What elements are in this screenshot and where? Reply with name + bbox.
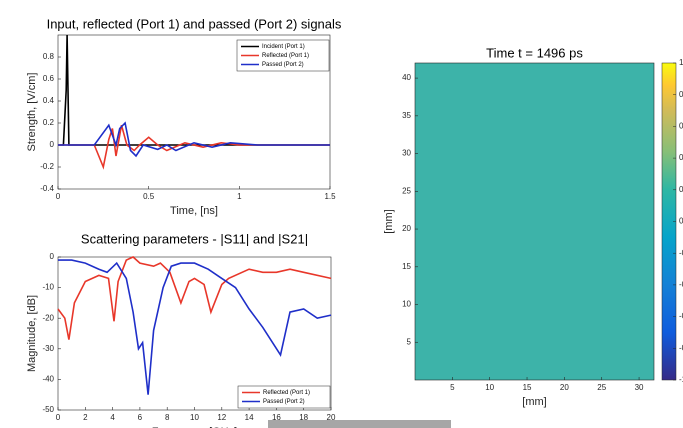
legend-label: Incident (Port 1) bbox=[262, 44, 305, 50]
plot-area bbox=[57, 34, 331, 190]
y-tick-label: 25 bbox=[402, 186, 411, 195]
x-tick-label: 30 bbox=[635, 383, 644, 392]
y-axis-label: Strength, [V/cm] bbox=[26, 73, 38, 152]
y-tick-label: 15 bbox=[402, 262, 411, 271]
x-tick-label: 8 bbox=[165, 413, 170, 422]
y-tick-label: 0.4 bbox=[43, 96, 55, 105]
x-tick-label: 4 bbox=[110, 413, 115, 422]
series-line bbox=[58, 259, 332, 395]
legend-label: Reflected (Port 1) bbox=[263, 390, 310, 396]
x-tick-label: 6 bbox=[138, 413, 143, 422]
legend-box bbox=[237, 385, 331, 409]
y-tick-label: 10 bbox=[402, 300, 411, 309]
y-tick-label: -20 bbox=[42, 313, 54, 322]
colorbar-tick-label: 0. bbox=[679, 185, 683, 194]
y-tick-label: -0.2 bbox=[40, 162, 54, 171]
y-tick-label: -40 bbox=[42, 375, 54, 384]
x-tick-label: 25 bbox=[597, 383, 606, 392]
y-axis-label: [mm] bbox=[383, 209, 395, 233]
colorbar-tick-label: 0. bbox=[679, 90, 683, 99]
x-tick-label: 0.5 bbox=[143, 192, 155, 201]
y-tick-label: 0 bbox=[50, 140, 55, 149]
x-tick-label: 10 bbox=[190, 413, 199, 422]
y-tick-label: -10 bbox=[42, 283, 54, 292]
y-tick-label: 20 bbox=[402, 224, 411, 233]
x-axis-label: Time, [ns] bbox=[170, 205, 218, 217]
x-tick-label: 5 bbox=[450, 383, 455, 392]
y-tick-label: -0.4 bbox=[40, 184, 54, 193]
y-tick-label: 30 bbox=[402, 149, 411, 158]
series-line bbox=[58, 121, 330, 158]
y-tick-label: -30 bbox=[42, 344, 54, 353]
x-tick-label: 14 bbox=[245, 413, 254, 422]
colorbar-tick-label: 0. bbox=[679, 122, 683, 131]
colorbar-tick-label: -0 bbox=[679, 248, 683, 257]
series-line bbox=[57, 256, 332, 340]
x-tick-label: 2 bbox=[83, 413, 88, 422]
x-tick-label: 18 bbox=[299, 413, 308, 422]
y-tick-label: 0.8 bbox=[43, 52, 55, 61]
x-axis-label: [mm] bbox=[522, 396, 546, 408]
chart-title: Time t = 1496 ps bbox=[486, 45, 583, 60]
y-tick-label: 35 bbox=[402, 111, 411, 120]
x-axis-label: Frequency, [GHz] bbox=[152, 426, 237, 428]
series-line bbox=[58, 124, 330, 170]
colorbar-tick-label: -1 bbox=[679, 375, 683, 384]
chart-title: Scattering parameters - |S11| and |S21| bbox=[81, 231, 308, 246]
x-tick-label: 20 bbox=[327, 413, 336, 422]
x-tick-label: 1.5 bbox=[324, 192, 336, 201]
colorbar-tick-label: -0 bbox=[679, 343, 683, 352]
y-axis-label: Magnitude, [dB] bbox=[26, 295, 38, 372]
y-tick-label: 0 bbox=[50, 252, 55, 261]
y-tick-label: -50 bbox=[42, 405, 54, 414]
x-tick-label: 10 bbox=[485, 383, 494, 392]
x-tick-label: 20 bbox=[560, 383, 569, 392]
y-tick-label: 40 bbox=[402, 73, 411, 82]
legend-label: Passed (Port 2) bbox=[262, 62, 304, 68]
overlay-bar bbox=[268, 420, 451, 428]
x-tick-label: 0 bbox=[56, 413, 61, 422]
colorbar-tick-label: 1 bbox=[679, 58, 683, 67]
colorbar-tick-label: -0 bbox=[679, 280, 683, 289]
field bbox=[414, 62, 655, 381]
legend-label: Reflected (Port 1) bbox=[262, 53, 309, 59]
y-tick-label: 0.6 bbox=[43, 74, 55, 83]
x-tick-label: 12 bbox=[217, 413, 226, 422]
legend-label: Passed (Port 2) bbox=[263, 399, 305, 405]
x-tick-label: 1 bbox=[237, 192, 242, 201]
colorbar-tick-label: 0 bbox=[679, 217, 683, 226]
colorbar-tick-label: 0. bbox=[679, 153, 683, 162]
x-tick-label: 15 bbox=[523, 383, 532, 392]
y-tick-label: 5 bbox=[407, 337, 412, 346]
chart-title: Input, reflected (Port 1) and passed (Po… bbox=[47, 16, 342, 31]
colorbar-tick-label: -0 bbox=[679, 312, 683, 321]
x-tick-label: 0 bbox=[56, 192, 61, 201]
y-tick-label: 0.2 bbox=[43, 118, 55, 127]
plot-area bbox=[57, 256, 332, 411]
x-tick-label: 16 bbox=[272, 413, 281, 422]
